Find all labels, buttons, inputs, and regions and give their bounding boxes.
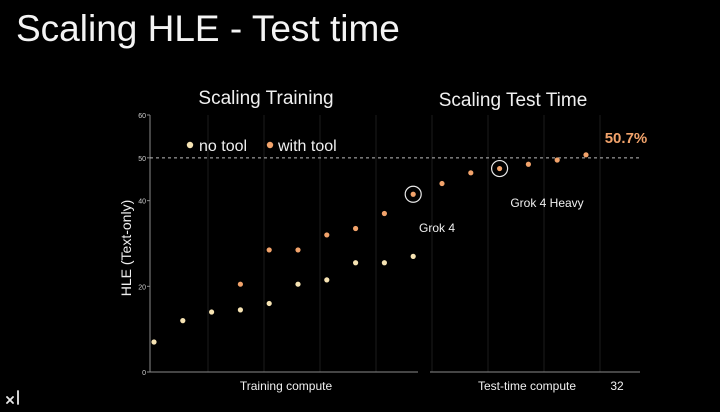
data-point-no-tool-2 — [209, 309, 215, 315]
data-point-with-tool-12 — [583, 152, 589, 158]
data-point-no-tool-6 — [324, 277, 330, 283]
data-point-with-tool-5 — [381, 210, 387, 217]
annotation-label-grok-4-heavy: Grok 4 Heavy — [510, 196, 583, 210]
data-point-no-tool-3 — [237, 307, 243, 313]
data-point-no-tool-9 — [410, 253, 416, 259]
legend-marker-with-tool — [266, 141, 274, 149]
y-tick-label-40: 40 — [138, 199, 146, 206]
y-tick-label-20: 20 — [138, 284, 146, 291]
section-title-test-time: Scaling Test Time — [439, 90, 588, 111]
y-tick-label-50: 50 — [138, 156, 146, 163]
data-point-with-tool-8 — [468, 170, 474, 176]
data-point-with-tool-0 — [237, 281, 243, 287]
data-point-with-tool-11 — [554, 157, 560, 163]
annotation-label-grok-4: Grok 4 — [419, 221, 455, 235]
y-axis-title: HLE (Text-only) — [118, 200, 134, 296]
data-point-with-tool-3 — [324, 232, 330, 238]
chart-gridlines — [207, 115, 601, 372]
data-point-with-tool-6 — [410, 191, 416, 197]
x-axis-label-test-time: Test-time compute — [478, 379, 576, 393]
legend-marker-no-tool — [186, 141, 194, 149]
data-point-with-tool-2 — [295, 247, 301, 253]
section-title-training: Scaling Training — [198, 88, 333, 109]
data-point-no-tool-8 — [381, 260, 387, 266]
annotation-label-peak: 50.7% — [605, 130, 648, 147]
x-axis-label-training: Training compute — [240, 379, 333, 393]
x-tick-label-32: 32 — [610, 379, 624, 393]
data-point-no-tool-5 — [295, 281, 301, 287]
data-points — [151, 152, 589, 345]
data-point-with-tool-4 — [353, 225, 359, 232]
data-point-with-tool-10 — [525, 161, 532, 167]
data-point-no-tool-4 — [266, 300, 272, 307]
slide-title: Scaling HLE - Test time — [16, 8, 400, 49]
data-point-no-tool-1 — [180, 318, 186, 324]
annotation-circle-grok-4-heavy — [491, 159, 509, 178]
data-point-no-tool-7 — [353, 260, 359, 266]
data-point-no-tool-0 — [151, 339, 157, 345]
y-tick-label-60: 60 — [138, 113, 146, 120]
data-point-with-tool-7 — [439, 180, 445, 187]
data-point-with-tool-9 — [497, 165, 503, 172]
y-tick-label-0: 0 — [142, 370, 146, 377]
annotation-circle-grok-4 — [404, 185, 422, 203]
xai-logo-icon — [6, 390, 19, 405]
legend-label-with-tool: with tool — [277, 138, 337, 155]
data-point-with-tool-1 — [266, 247, 272, 253]
chart-text: 0 20 40 50 60 HLE (Text-only) Training compute… — [118, 88, 647, 393]
legend-label-no-tool: no tool — [199, 138, 247, 155]
